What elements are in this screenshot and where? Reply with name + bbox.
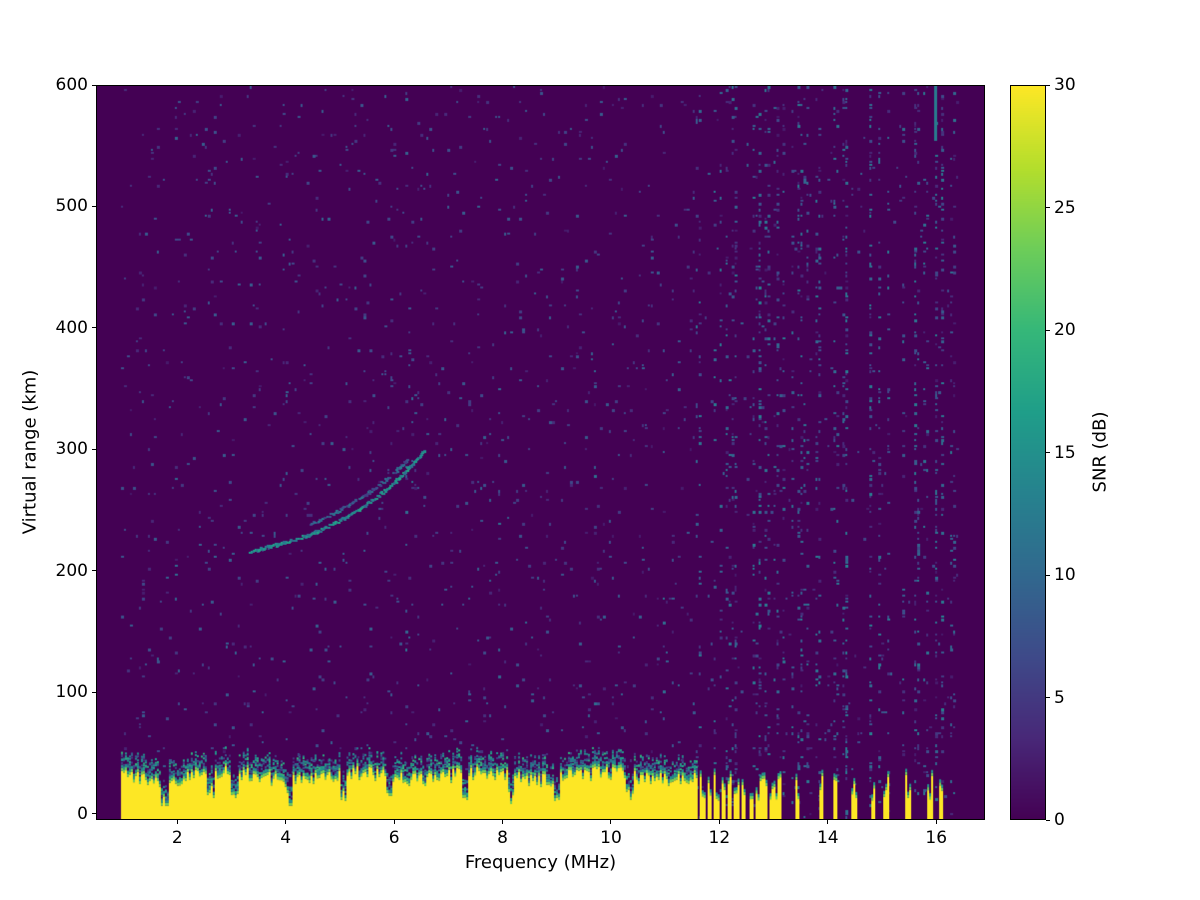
y-tick-mark bbox=[92, 813, 96, 815]
y-tick-mark bbox=[92, 205, 96, 207]
x-tick-label: 4 bbox=[280, 828, 292, 848]
y-tick-mark bbox=[92, 84, 96, 86]
colorbar-tick-mark bbox=[1046, 819, 1050, 821]
y-tick-mark bbox=[92, 448, 96, 450]
x-tick-label: 16 bbox=[925, 828, 948, 848]
colorbar-tick-mark bbox=[1046, 697, 1050, 698]
y-tick-label: 200 bbox=[55, 560, 88, 581]
x-tick-mark bbox=[393, 820, 395, 824]
colorbar-tick-label: 5 bbox=[1054, 687, 1065, 708]
colorbar-tick-mark bbox=[1046, 84, 1050, 86]
y-tick-mark bbox=[92, 327, 96, 329]
colorbar-tick-mark bbox=[1046, 574, 1050, 576]
x-tick-mark bbox=[502, 820, 504, 824]
x-tick-mark bbox=[718, 820, 720, 824]
colorbar-tick-mark bbox=[1046, 329, 1050, 331]
colorbar-tick-label: 10 bbox=[1054, 565, 1076, 585]
y-tick-label: 500 bbox=[55, 196, 88, 217]
x-tick-label: 14 bbox=[816, 828, 839, 848]
y-tick-label: 600 bbox=[55, 75, 88, 95]
colorbar bbox=[1010, 85, 1046, 820]
x-tick-label: 10 bbox=[600, 828, 622, 848]
x-tick-mark bbox=[285, 820, 287, 824]
colorbar-tick-label: 20 bbox=[1054, 320, 1076, 340]
y-tick-label: 0 bbox=[77, 803, 88, 824]
x-tick-label: 2 bbox=[171, 828, 183, 848]
x-tick-label: 6 bbox=[388, 828, 400, 848]
x-tick-label: 8 bbox=[497, 828, 508, 848]
colorbar-tick-label: 0 bbox=[1054, 810, 1065, 830]
colorbar-tick-mark bbox=[1046, 452, 1050, 453]
x-tick-mark bbox=[827, 820, 829, 824]
x-tick-mark bbox=[610, 820, 612, 824]
ionogram-heatmap-canvas bbox=[97, 86, 984, 819]
colorbar-tick-label: 15 bbox=[1054, 442, 1076, 463]
y-tick-label: 300 bbox=[55, 439, 88, 460]
x-tick-mark bbox=[176, 820, 178, 824]
x-tick-label: 12 bbox=[708, 828, 731, 848]
x-axis-label: Frequency (MHz) bbox=[464, 852, 617, 873]
x-tick-mark bbox=[935, 820, 937, 824]
y-tick-mark bbox=[92, 691, 96, 693]
y-tick-label: 100 bbox=[55, 682, 88, 703]
colorbar-gradient-canvas bbox=[1011, 86, 1045, 819]
colorbar-tick-label: 25 bbox=[1054, 197, 1076, 218]
y-tick-label: 400 bbox=[55, 317, 88, 338]
plot-area bbox=[96, 85, 985, 820]
colorbar-tick-mark bbox=[1046, 207, 1050, 208]
colorbar-tick-label: 30 bbox=[1054, 75, 1076, 95]
y-tick-mark bbox=[92, 570, 96, 572]
